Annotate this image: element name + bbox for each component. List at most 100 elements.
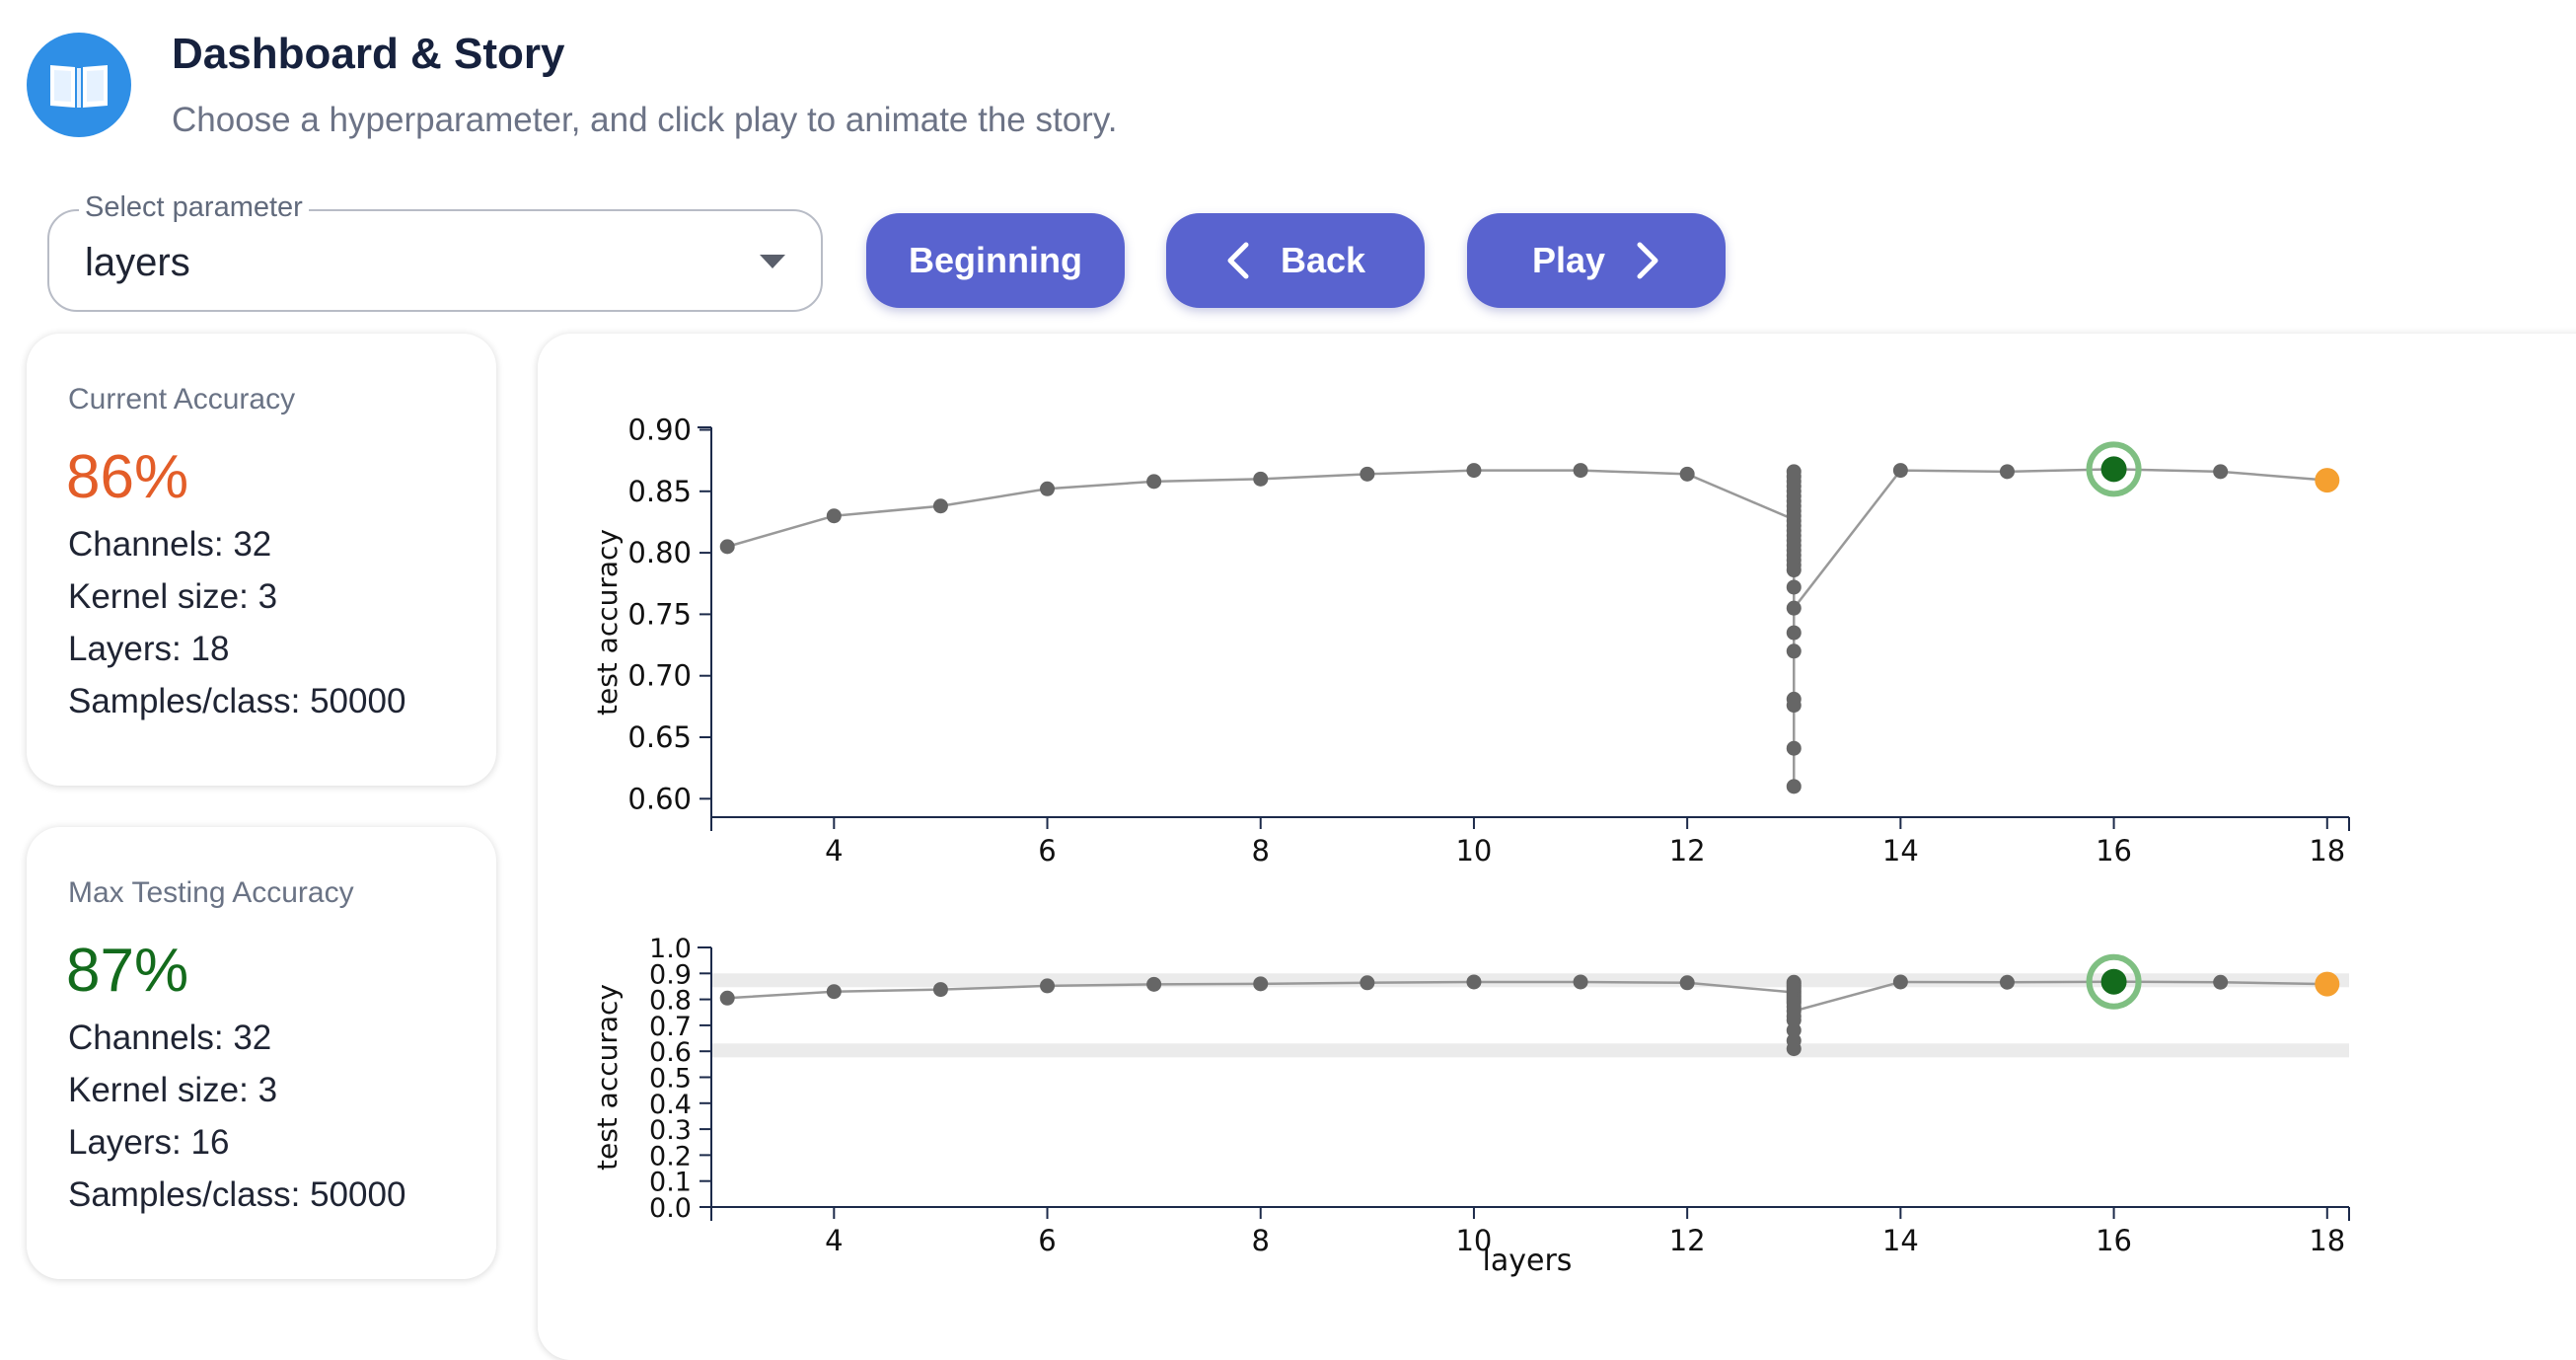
play-button[interactable]: Play [1467,213,1726,308]
y-axis-label: test accuracy [591,984,624,1171]
y-tick-label: 0.9 [649,959,692,990]
data-point [1040,978,1056,994]
data-point [1786,563,1802,578]
x-tick-label: 8 [1252,834,1270,868]
data-point [719,990,735,1006]
beginning-button-label: Beginning [909,240,1082,280]
data-point [1786,600,1802,616]
x-tick-label: 4 [825,1224,843,1257]
y-axis-label: test accuracy [591,529,624,716]
data-point [1786,1013,1802,1028]
chart-1: 0.90 0.85 0.80 0.75 0.70 0.65 0.60 4 6 8 10 12 14 16 1… [591,413,2350,868]
x-tick-label: 10 [1455,834,1492,868]
data-point [1360,466,1375,482]
data-point [1892,463,1908,479]
back-button[interactable]: Back [1166,213,1425,308]
max-point-ring [2086,441,2142,497]
y-tick-label: 0.8 [649,986,692,1017]
max-stat-channels: Channels: 32 [68,1019,272,1057]
parameter-select[interactable]: Select parameter layers [47,191,823,312]
x-tick-label: 18 [2309,1224,2345,1257]
current-accuracy-label: Current Accuracy [68,383,296,416]
chart-2: 1.00.90.80.70.60.50.40.30.20.10.0 4 6 8 10 12… [591,934,2350,1278]
data-point [1786,779,1802,794]
y-tick-label: 0.6 [649,1037,692,1068]
chart-panel: 0.90 0.85 0.80 0.75 0.70 0.65 0.60 4 6 8 10 12 14 16 1… [538,334,2576,1360]
x-tick-label: 10 [1455,1224,1492,1257]
data-point [1466,463,1482,479]
y-tick-label: 1.0 [649,934,692,964]
y-tick-label: 0.70 [627,659,692,693]
x-tick-label: 6 [1038,1224,1056,1257]
y-tick-label: 0.75 [627,597,692,631]
beginning-button[interactable]: Beginning [866,213,1125,308]
data-point [1253,976,1269,992]
data-point [1786,740,1802,756]
x-tick-label: 18 [2309,834,2345,868]
page-subtitle: Choose a hyperparameter, and click play … [172,101,1118,139]
y-tick-label: 0.0 [649,1193,692,1224]
chevron-left-icon [1227,242,1249,279]
y-tick-label: 0.90 [627,413,692,446]
y-tick-label: 0.7 [649,1012,692,1042]
y-tick-label: 0.3 [649,1115,692,1146]
y-tick-label: 0.1 [649,1168,692,1198]
data-point [1466,974,1482,990]
max-stat-kernel: Kernel size: 3 [68,1071,278,1109]
max-point-ring [2086,953,2142,1010]
data-point [1146,976,1162,992]
data-point [1786,643,1802,659]
x-tick-label: 16 [2096,834,2132,868]
max-stat-layers: Layers: 16 [68,1123,230,1162]
current-stat-layers: Layers: 18 [68,630,230,668]
max-point [2100,456,2127,483]
data-point [1573,974,1588,990]
series-line [726,468,2327,612]
max-accuracy-label: Max Testing Accuracy [68,876,354,909]
book-open-icon [27,33,131,137]
x-tick-label: 14 [1882,834,1919,868]
current-stat-kernel: Kernel size: 3 [68,577,278,616]
current-stats: Channels: 32 Kernel size: 3 Layers: 18 S… [68,518,405,727]
current-point [2315,971,2340,997]
data-point [1146,474,1162,490]
x-tick-label: 6 [1038,834,1056,868]
y-tick-label: 0.65 [627,720,692,754]
max-stats: Channels: 32 Kernel size: 3 Layers: 16 S… [68,1012,405,1221]
parameter-select-value: layers [85,241,190,284]
x-tick-label: 4 [825,834,843,868]
data-point [1040,481,1056,496]
data-point [1786,1041,1802,1057]
x-tick-label: 14 [1882,1224,1919,1257]
data-point [719,539,735,555]
data-point [1892,974,1908,990]
data-point [2213,974,2229,990]
accuracy-charts: 0.900.850.800.750.700.650.604 6 8 10 12 14 16 1… [591,413,2350,1278]
max-stat-samples: Samples/class: 50000 [68,1175,406,1214]
y-tick-label: 0.85 [627,475,692,508]
parameter-select-label: Select parameter [79,191,309,224]
x-tick-label: 8 [1252,1224,1270,1257]
brush-bottom [711,1043,2349,1058]
data-point [826,984,842,1000]
data-point [1999,974,2015,990]
data-point [1786,579,1802,595]
current-accuracy-card: Current Accuracy 86% Channels: 32 Kernel… [27,334,496,786]
data-point [1786,1022,1802,1038]
y-tick-label: 0.2 [649,1141,692,1171]
page-title: Dashboard & Story [172,30,565,78]
x-tick-label: 12 [1669,834,1706,868]
max-point [2100,968,2127,995]
x-axis-label: layers [1483,1244,1573,1278]
y-tick-label: 0.80 [627,536,692,569]
y-tick-label: 0.5 [649,1064,692,1095]
current-stat-channels: Channels: 32 [68,525,272,564]
data-point [1679,466,1695,482]
data-point [1573,463,1588,479]
current-stat-samples: Samples/class: 50000 [68,682,406,720]
caret-down-icon [760,255,785,268]
data-point [2213,464,2229,480]
data-point [1999,464,2015,480]
data-point [1360,975,1375,991]
data-point [1786,625,1802,641]
